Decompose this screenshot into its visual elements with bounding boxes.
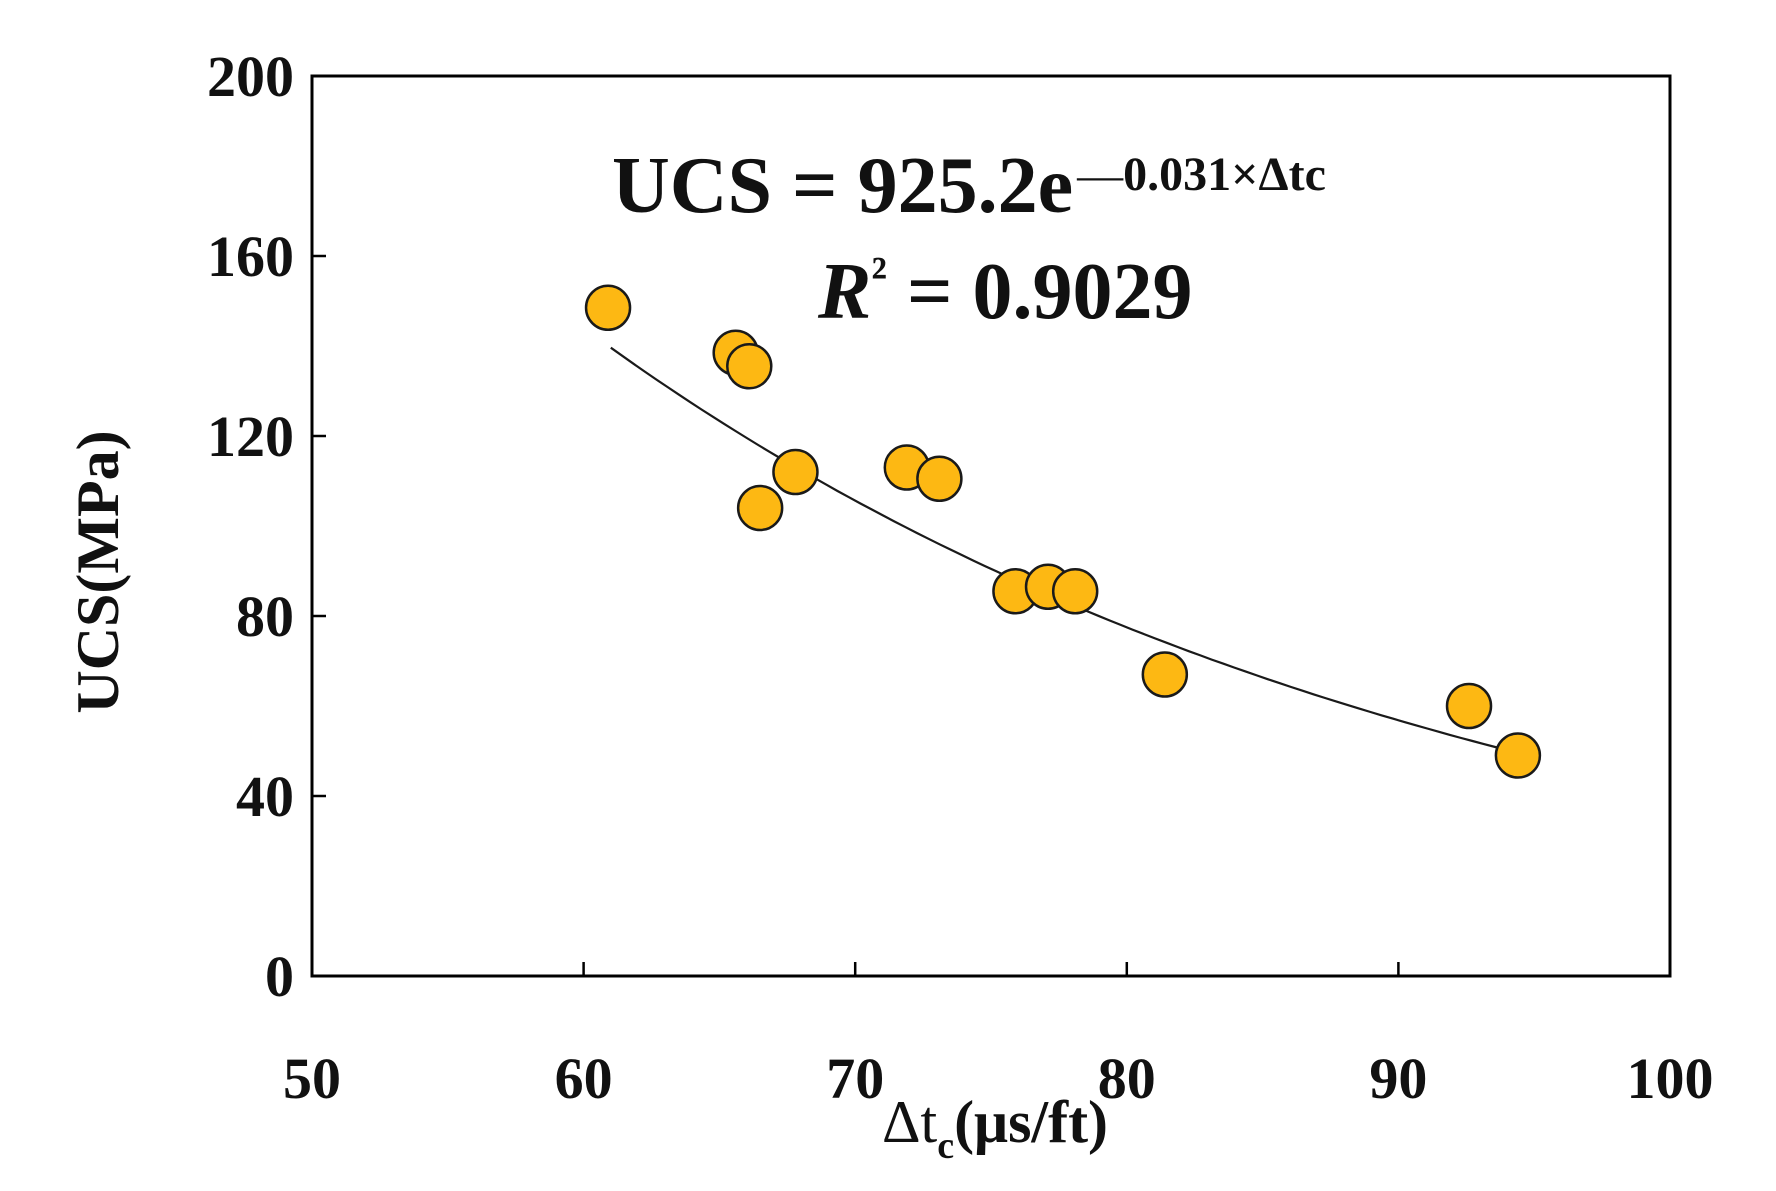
r-squared-annotation: R² = 0.9029 — [817, 247, 1193, 336]
x-axis-title-unit: (μs/ft) — [954, 1089, 1108, 1155]
data-point — [772, 448, 819, 496]
y-tick-label: 0 — [265, 944, 294, 1009]
x-axis-title-symbol: Δt — [882, 1089, 938, 1155]
equation-main: UCS = 925.2e — [612, 142, 1073, 230]
y-tick-label: 80 — [236, 584, 294, 649]
data-point — [584, 284, 632, 331]
x-tick-label: 90 — [1369, 1046, 1427, 1111]
y-tick-label: 40 — [236, 764, 294, 829]
data-point — [1494, 732, 1542, 779]
y-axis-title: UCS(MPa) — [65, 430, 131, 713]
y-axis: 0 40 80 120 160 200 — [207, 44, 326, 1009]
data-points — [584, 284, 1542, 779]
fit-curve — [610, 346, 1519, 754]
x-tick-label: 70 — [826, 1046, 884, 1111]
x-axis-title: Δtc(μs/ft) — [882, 1089, 1108, 1167]
equation-annotation: UCS = 925.2e—0.031×Δtc — [612, 142, 1326, 230]
data-point — [916, 455, 963, 502]
equation-dash: — — [1076, 149, 1124, 200]
r-squared-symbol: R — [817, 248, 871, 336]
x-tick-label: 60 — [555, 1046, 613, 1111]
x-axis-title-subscript: c — [937, 1125, 954, 1167]
data-point — [1141, 651, 1189, 698]
y-tick-label: 120 — [207, 404, 294, 469]
r-squared-value: = 0.9029 — [887, 248, 1193, 336]
x-tick-label: 100 — [1627, 1046, 1714, 1111]
data-point — [726, 343, 773, 390]
data-point — [1445, 682, 1493, 730]
plot-frame — [310, 74, 1672, 978]
r-squared-superscript: ² — [871, 247, 887, 304]
data-point — [1051, 568, 1099, 615]
x-axis: 50 60 70 80 90 100 — [283, 962, 1714, 1111]
y-tick-label: 200 — [207, 44, 294, 109]
x-tick-label: 80 — [1098, 1046, 1156, 1111]
y-tick-label: 160 — [207, 224, 294, 289]
x-tick-label: 50 — [283, 1046, 341, 1111]
data-point — [736, 484, 784, 532]
equation-exponent: 0.031×Δtc — [1123, 148, 1326, 201]
